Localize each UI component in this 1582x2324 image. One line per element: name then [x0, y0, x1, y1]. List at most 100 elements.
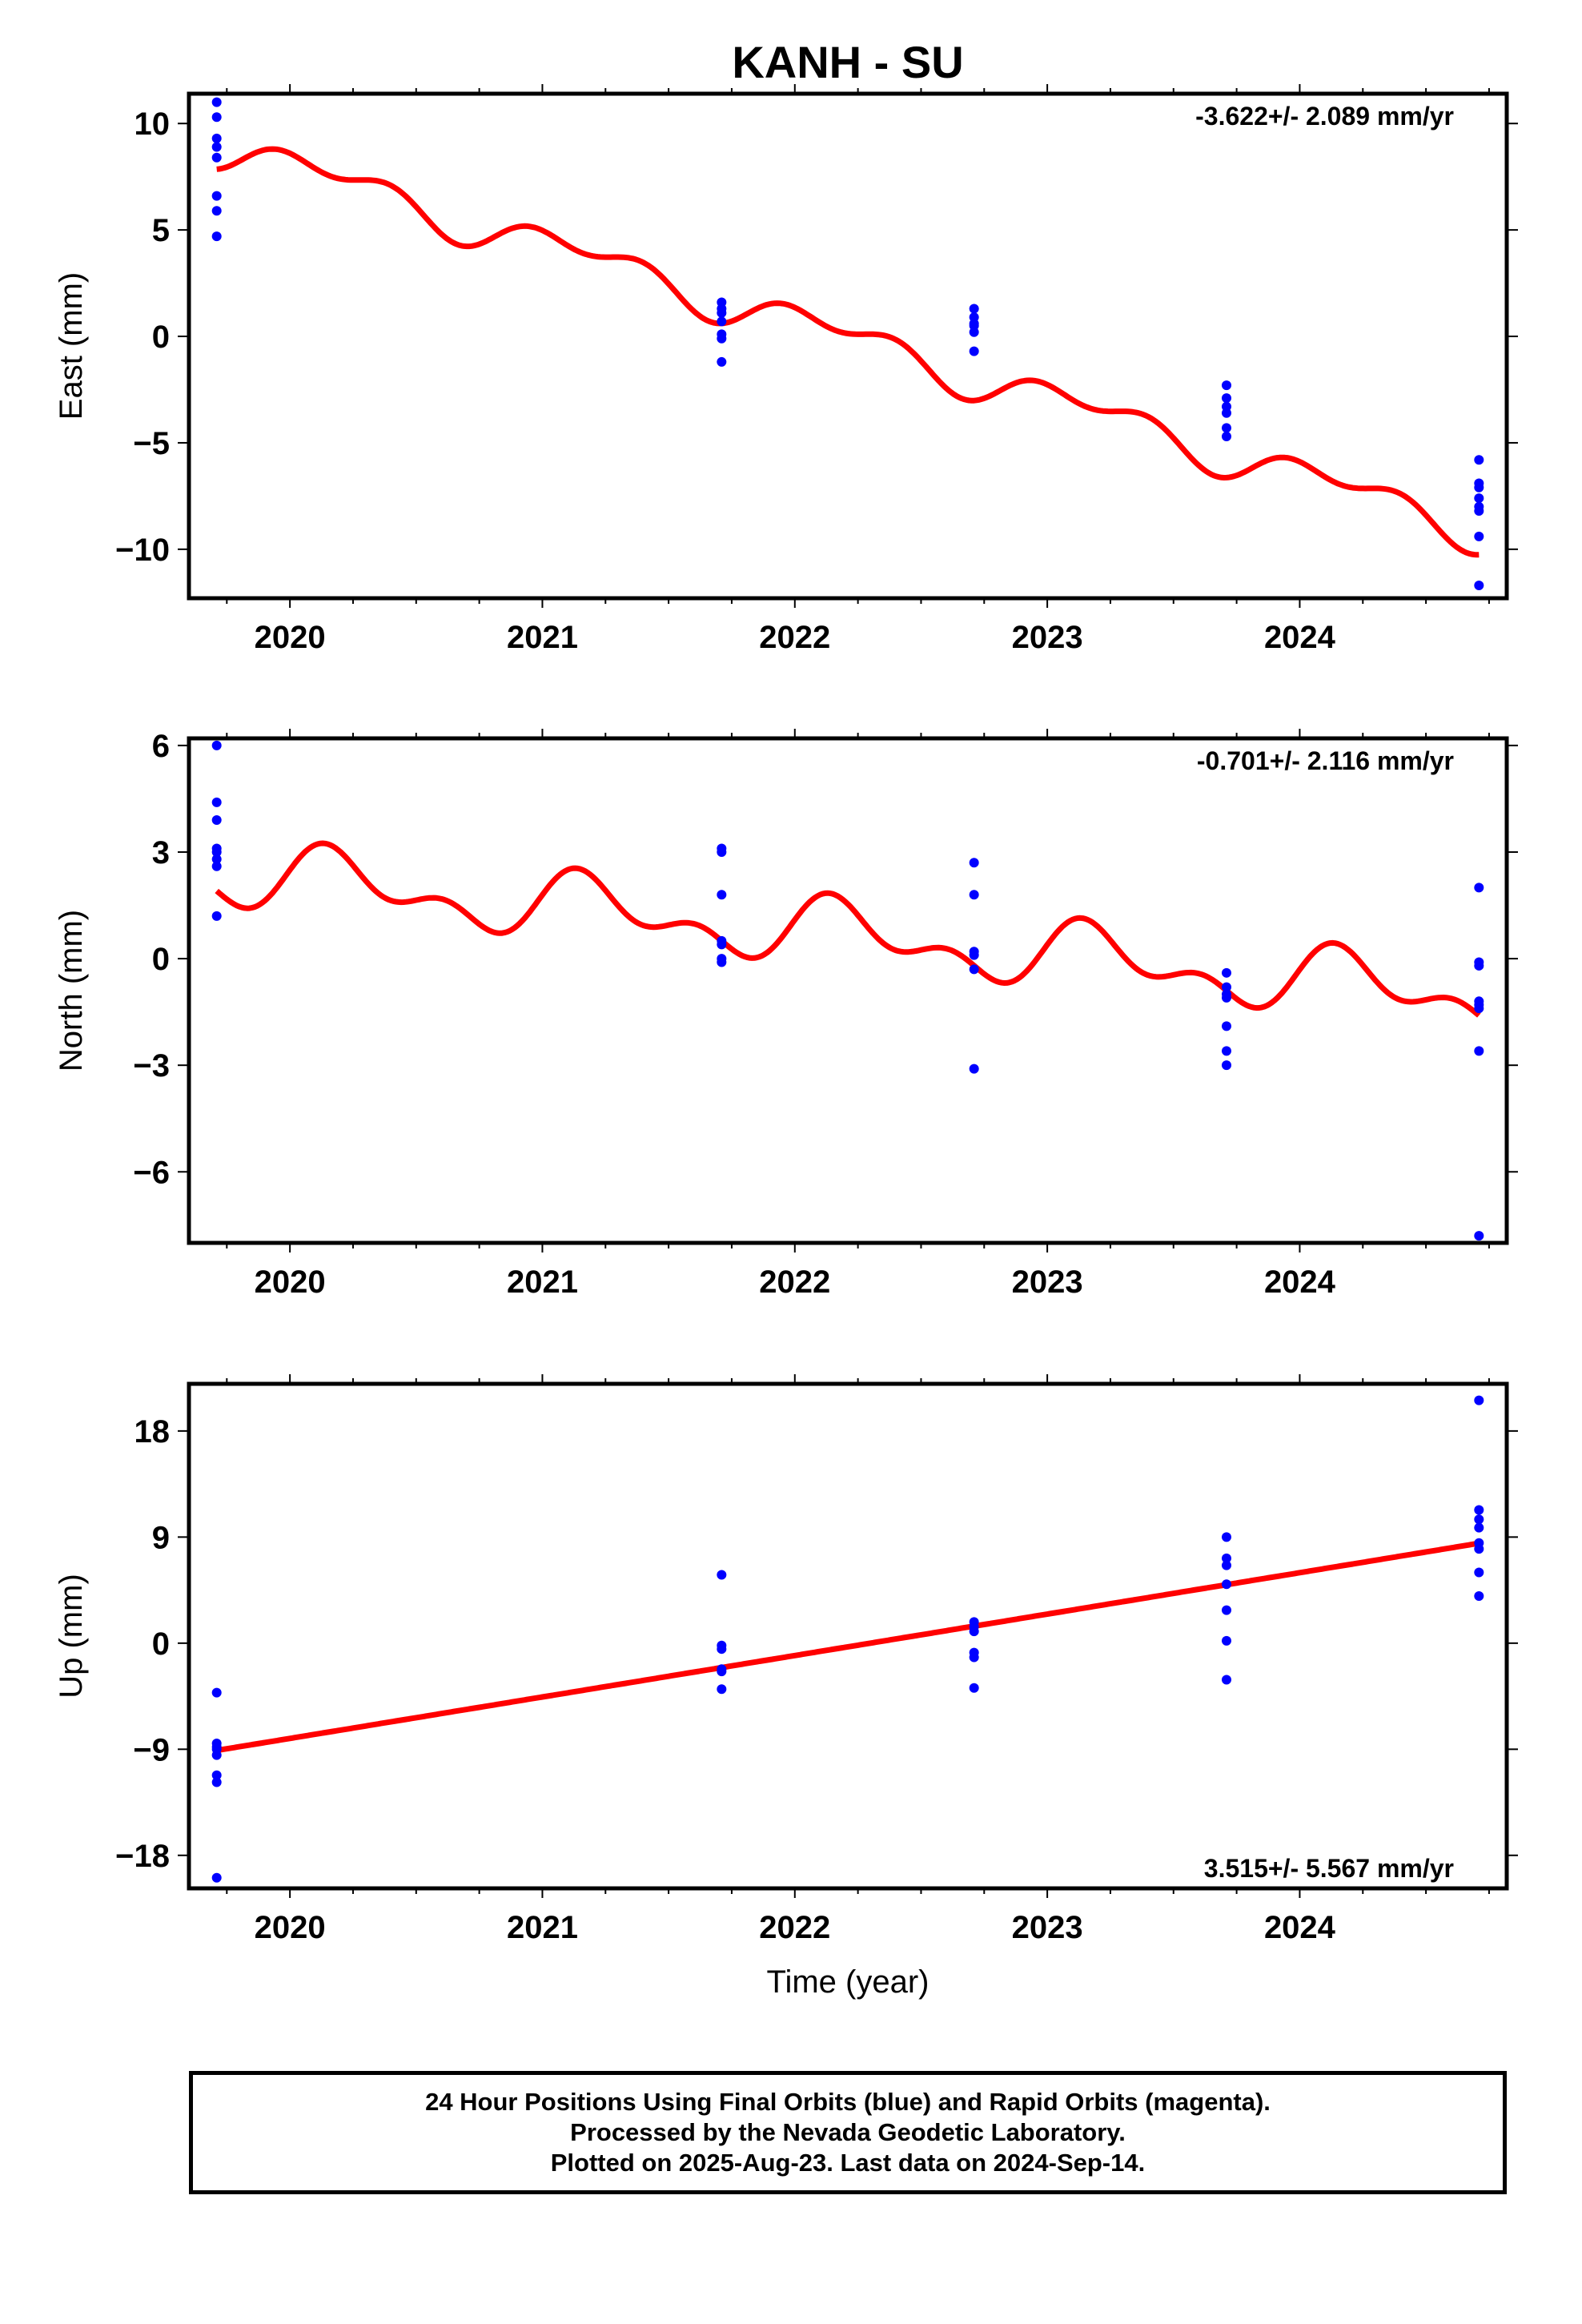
north-model-line	[215, 840, 1481, 1018]
up-y-tick-label: −18	[115, 1839, 170, 1874]
north-panel: 2020 2021 2022 2023 2024 6 3 0 −3 −6 North (mm) -0.…	[54, 729, 1518, 1300]
east-data-point	[1221, 423, 1231, 433]
up-model-line	[216, 1540, 1480, 1754]
east-data-point	[717, 356, 727, 367]
up-data-point	[211, 1777, 222, 1787]
up-data-point	[211, 1687, 222, 1698]
north-x-tick-label: 2022	[759, 1265, 830, 1300]
east-x-tick-label: 2021	[507, 620, 578, 655]
north-data-point	[1474, 1046, 1484, 1056]
north-data-point	[717, 939, 727, 950]
east-data-point	[211, 133, 222, 143]
east-y-axis-label: East (mm)	[54, 272, 89, 420]
east-data-point	[1474, 455, 1484, 465]
east-data-point	[1221, 380, 1231, 391]
east-data-point	[1474, 506, 1484, 517]
up-data-point	[969, 1652, 979, 1663]
north-data-point	[211, 740, 222, 750]
north-data-point	[717, 890, 727, 900]
up-data-point	[1221, 1635, 1231, 1646]
east-data-point	[1474, 581, 1484, 591]
up-data-point	[1474, 1395, 1484, 1405]
up-data-point	[969, 1626, 979, 1637]
north-data-point	[1221, 967, 1231, 978]
north-data-point	[1221, 982, 1231, 992]
east-data-point	[1221, 431, 1231, 441]
up-plot-frame	[187, 1381, 1509, 1891]
north-y-tick-label: −6	[133, 1155, 170, 1190]
up-y-tick-label: −9	[133, 1732, 170, 1767]
east-data-point	[1474, 482, 1484, 493]
up-x-tick-label: 2024	[1264, 1910, 1336, 1945]
up-data-point	[211, 1770, 222, 1780]
east-y-tick-label: −10	[115, 533, 170, 568]
north-data-point	[1474, 1231, 1484, 1241]
footer-line-processed: Processed by the Nevada Geodetic Laborat…	[570, 2118, 1126, 2146]
east-panel: 2020 2021 2022 2023 2024 10 5 0 −5 −10 East (mm) -3…	[54, 84, 1518, 655]
east-data-point	[211, 152, 222, 163]
north-y-tick-label: 6	[152, 729, 170, 764]
east-data-point	[211, 97, 222, 107]
up-data-point	[1221, 1560, 1231, 1570]
east-x-tick-label: 2023	[1012, 620, 1083, 655]
east-data-point	[1221, 393, 1231, 404]
north-data-point	[211, 861, 222, 871]
north-data-point	[211, 815, 222, 826]
north-y-tick-label: 3	[152, 835, 170, 870]
up-data-point	[1474, 1538, 1484, 1548]
east-data-point	[211, 206, 222, 216]
up-data-point	[1474, 1567, 1484, 1578]
up-data-point	[1474, 1505, 1484, 1515]
north-rate-label: -0.701+/- 2.116 mm/yr	[1197, 746, 1454, 775]
east-data-point	[1474, 493, 1484, 504]
north-data-point	[1221, 992, 1231, 1003]
north-x-tick-label: 2020	[255, 1265, 326, 1300]
up-data-point	[1221, 1579, 1231, 1590]
east-y-tick-label: −5	[133, 426, 170, 461]
east-data-point	[717, 316, 727, 327]
east-data-point	[211, 231, 222, 242]
up-panel: 2020 2021 2022 2023 2024 18 9 0 −9 −18 Up (mm) 3.51…	[54, 1374, 1518, 1945]
north-data-point	[211, 911, 222, 921]
east-rate-label: -3.622+/- 2.089 mm/yr	[1195, 102, 1454, 131]
north-x-tick-label: 2021	[507, 1265, 578, 1300]
up-y-tick-label: 18	[135, 1414, 171, 1449]
east-y-tick-label: 10	[135, 107, 171, 142]
north-y-tick-label: −3	[133, 1048, 170, 1084]
north-data-point	[1474, 960, 1484, 971]
east-data-point	[211, 112, 222, 123]
footer-line-orbits: 24 Hour Positions Using Final Orbits (bl…	[425, 2088, 1271, 2116]
north-data-point	[969, 947, 979, 957]
east-x-tick-label: 2022	[759, 620, 830, 655]
north-data-point	[717, 846, 727, 857]
east-y-tick-label: 5	[152, 213, 170, 248]
north-data-point	[1474, 999, 1484, 1010]
east-x-tick-label: 2024	[1264, 620, 1336, 655]
east-data-point	[1221, 408, 1231, 418]
east-y-tick-label: 0	[152, 320, 170, 355]
up-data-point	[717, 1684, 727, 1695]
up-data-point	[1221, 1605, 1231, 1615]
east-data-point	[211, 191, 222, 201]
east-model-line	[216, 146, 1480, 558]
north-data-point	[211, 854, 222, 864]
up-y-axis-label: Up (mm)	[54, 1574, 89, 1699]
north-data-point	[969, 890, 979, 900]
north-data-point	[969, 1063, 979, 1074]
east-data-point	[717, 308, 727, 318]
up-data-point	[1474, 1590, 1484, 1601]
north-data-point	[1474, 883, 1484, 893]
up-data-point	[211, 1872, 222, 1883]
chart-title: KANH - SU	[732, 37, 963, 87]
east-x-tick-label: 2020	[255, 620, 326, 655]
up-rate-label: 3.515+/- 5.567 mm/yr	[1204, 1854, 1454, 1883]
up-x-tick-label: 2022	[759, 1910, 830, 1945]
up-x-tick-label: 2021	[507, 1910, 578, 1945]
up-data-point	[1221, 1553, 1231, 1563]
east-data-point	[717, 333, 727, 344]
x-axis-label: Time (year)	[767, 1964, 930, 2000]
up-data-point	[1221, 1532, 1231, 1542]
north-data-point	[1221, 1021, 1231, 1031]
east-data-point	[1474, 531, 1484, 541]
